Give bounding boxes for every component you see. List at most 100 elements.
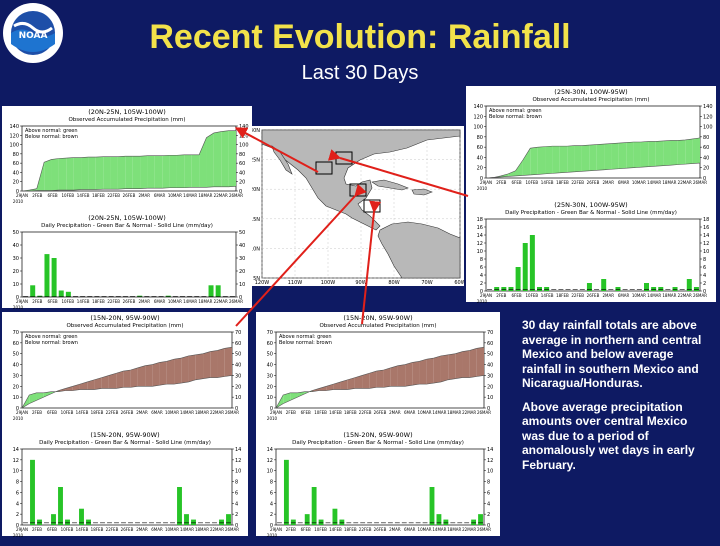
- x-tick-label: 6FEB: [301, 527, 311, 532]
- below-normal-segment: [181, 355, 189, 384]
- y-tick-label: 2: [480, 281, 483, 287]
- daily-bar: [586, 283, 592, 291]
- x-tick-label: 18MAR: [198, 193, 212, 198]
- x-tick-label: 26MAR: [693, 293, 707, 298]
- y-tick-label: 6: [703, 265, 706, 271]
- y-tick-label: 30: [235, 373, 241, 379]
- daily-chart-ne: (25N-30N, 100W-95W)Daily Precipitation -…: [477, 201, 710, 304]
- y-tick-label: 100: [9, 143, 19, 149]
- x-tick-label: 10MAR: [632, 293, 646, 298]
- region-label: (15N-20N, 95W-90W): [90, 431, 159, 439]
- y-tick-label: 30: [13, 373, 19, 379]
- daily-bar: [436, 514, 442, 525]
- x-tick-label: 22FEB: [571, 293, 584, 298]
- above-normal-segment: [655, 140, 664, 167]
- y-tick-label: 4: [480, 273, 483, 279]
- above-normal-segment: [567, 145, 575, 173]
- y-tick-label: 6: [270, 490, 273, 496]
- x-tick-label: 10FEB: [314, 410, 327, 415]
- x-tick-label: 2MAR: [139, 299, 151, 304]
- daily-bar: [658, 287, 664, 291]
- above-normal-segment: [589, 144, 597, 171]
- x-tick-label: 18FEB: [344, 410, 357, 415]
- normal-line: [21, 346, 233, 409]
- x-tick-label: 22FEB: [107, 299, 120, 304]
- x-tick-label: 22MAR: [678, 180, 692, 185]
- above-normal-segment: [633, 142, 641, 168]
- x-tick-label: 26MAR: [229, 299, 243, 304]
- y-tick-label: 70: [267, 330, 273, 336]
- y-tick-label: 8: [16, 480, 19, 486]
- y-tick-label: 4: [235, 501, 238, 507]
- map-lat-label: 30N: [252, 128, 260, 134]
- x-tick-label: 14FEB: [77, 299, 90, 304]
- below-normal-segment: [448, 353, 456, 380]
- x-tick-label: 26FEB: [374, 410, 387, 415]
- y-tick-label: 50: [235, 352, 241, 358]
- below-normal-segment: [101, 375, 109, 389]
- chart-title: Observed Accumulated Precipitation (mm): [66, 323, 183, 329]
- x-tick-label: 22MAR: [678, 293, 692, 298]
- above-normal-segment: [304, 390, 312, 394]
- x-tick-label: 18MAR: [198, 299, 212, 304]
- below-normal-segment: [224, 347, 232, 377]
- observed-line: [275, 375, 485, 409]
- below-normal-segment: [440, 354, 449, 382]
- below-normal-segment: [419, 359, 427, 385]
- y-tick-label: 16: [703, 225, 709, 231]
- above-normal-segment: [552, 146, 560, 174]
- y-tick-label: 60: [477, 145, 483, 151]
- x-tick-label: 29JAN: [480, 180, 492, 185]
- observed-line: [21, 130, 236, 192]
- note-paragraph: 30 day rainfall totals are above average…: [522, 318, 702, 390]
- y-tick-label: 0: [16, 406, 19, 412]
- y-tick-label: 60: [13, 341, 19, 347]
- x-tick-label: 2FEB: [286, 410, 296, 415]
- x-tick-label: 22FEB: [359, 527, 372, 532]
- legend-entry: Above normal: green: [25, 128, 78, 134]
- x-tick-label: 2MAR: [139, 193, 151, 198]
- chart-panel-sw: (15N-20N, 95W-90W) Observed Accumulated P…: [2, 312, 248, 538]
- x-tick-label: 18MAR: [447, 410, 461, 415]
- y-tick-label: 14: [13, 447, 19, 453]
- accum-chart-nw: (20N-25N, 105W-100W)Observed Accumulated…: [9, 108, 249, 204]
- x-tick-label: 14MAR: [432, 527, 446, 532]
- y-tick-label: 60: [239, 161, 245, 167]
- above-normal-segment: [73, 157, 82, 191]
- normal-line: [275, 346, 485, 409]
- above-normal-segment: [581, 145, 590, 172]
- y-tick-label: 120: [239, 133, 249, 139]
- above-normal-segment: [95, 156, 104, 190]
- y-tick-label: 10: [267, 395, 273, 401]
- x-tick-label: 18MAR: [195, 410, 209, 415]
- y-tick-label: 6: [235, 490, 238, 496]
- daily-bar: [311, 487, 317, 525]
- x-tick-label: 22FEB: [106, 410, 119, 415]
- above-normal-segment: [154, 155, 163, 189]
- x-tick-label: 18FEB: [91, 410, 104, 415]
- daily-bar: [544, 287, 550, 291]
- y-tick-label: 60: [13, 161, 19, 167]
- year-label: 2010: [267, 416, 278, 421]
- x-tick-label: 14FEB: [76, 527, 89, 532]
- map-lon-label: 80W: [388, 280, 399, 286]
- year-label: 2010: [267, 533, 278, 538]
- daily-bar: [226, 514, 231, 525]
- y-tick-label: 20: [477, 166, 483, 172]
- x-tick-label: 29JAN: [270, 527, 282, 532]
- x-tick-label: 14FEB: [329, 527, 342, 532]
- y-tick-label: 40: [239, 170, 245, 176]
- y-tick-label: 80: [13, 152, 19, 158]
- x-tick-label: 22MAR: [462, 527, 476, 532]
- below-normal-segment: [217, 348, 225, 378]
- daily-bar: [177, 487, 182, 525]
- normal-line: [485, 162, 701, 179]
- above-normal-segment: [191, 154, 200, 188]
- x-tick-label: 14MAR: [180, 527, 194, 532]
- y-tick-label: 140: [703, 104, 713, 110]
- y-tick-label: 80: [239, 152, 245, 158]
- legend-entry: Above normal: green: [489, 108, 542, 114]
- y-tick-label: 14: [235, 447, 241, 453]
- daily-bar: [494, 287, 500, 291]
- daily-bar: [44, 254, 50, 297]
